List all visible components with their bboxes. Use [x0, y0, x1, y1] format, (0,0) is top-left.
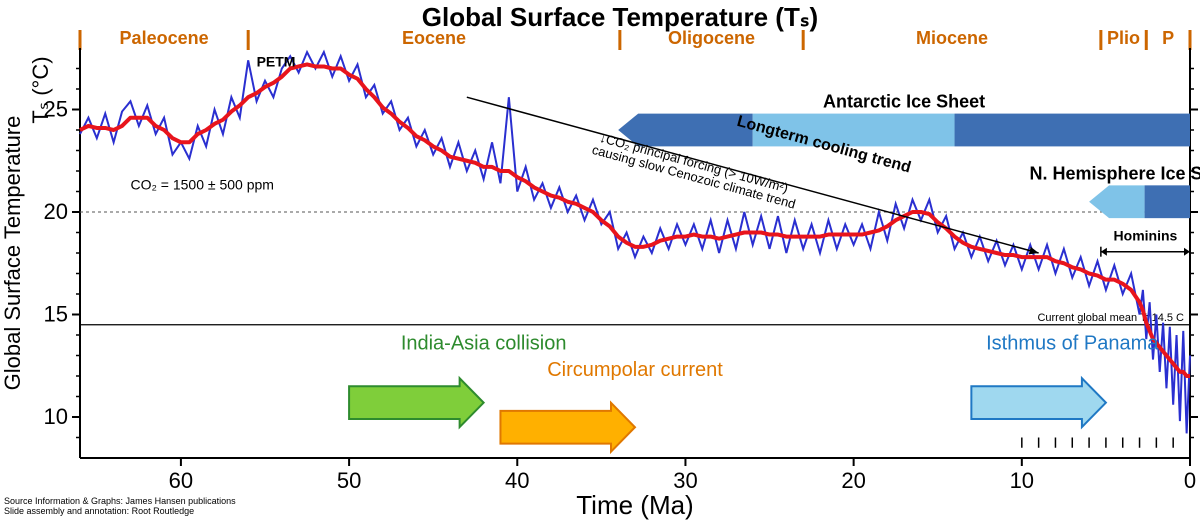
nhemi-ice-bar-label: N. Hemisphere Ice Sheets	[1029, 163, 1200, 183]
svg-text:0: 0	[1184, 468, 1196, 493]
svg-text:60: 60	[169, 468, 193, 493]
credit-line: Source Information & Graphs: James Hanse…	[4, 496, 236, 506]
event-arrow	[971, 378, 1106, 427]
credit-line: Slide assembly and annotation: Root Rout…	[4, 506, 194, 516]
temperature-chart: Global Surface Temperature (Tₛ) Paleocene…	[0, 0, 1200, 522]
era-label: Plio	[1107, 28, 1140, 48]
event-arrow	[500, 403, 635, 452]
y-axis-label: Global Surface Temperature	[0, 116, 25, 391]
event-label: Circumpolar current	[547, 359, 723, 381]
era-label: P	[1162, 28, 1174, 48]
svg-text:15: 15	[44, 302, 68, 327]
antarctic-ice-bar-segment	[955, 114, 1190, 147]
petm-label: PETM	[257, 53, 296, 69]
x-axis-label: Time (Ma)	[576, 490, 693, 520]
co2-label: CO₂ = 1500 ± 500 ppm	[130, 176, 273, 192]
svg-text:20: 20	[841, 468, 865, 493]
event-arrow	[349, 378, 484, 427]
hominins-label: Hominins	[1114, 228, 1178, 244]
era-label: Eocene	[402, 28, 466, 48]
y-axis-unit: Tₛ (°C)	[28, 56, 53, 123]
event-label: India-Asia collision	[401, 332, 567, 354]
svg-text:10: 10	[44, 404, 68, 429]
svg-text:50: 50	[337, 468, 361, 493]
era-label: Paleocene	[120, 28, 209, 48]
chart-title: Global Surface Temperature (Tₛ)	[422, 2, 818, 32]
svg-text:10: 10	[1010, 468, 1034, 493]
antarctic-ice-bar-label: Antarctic Ice Sheet	[823, 92, 985, 112]
event-label: Isthmus of Panama	[986, 332, 1159, 354]
era-label: Oligocene	[668, 28, 755, 48]
svg-text:40: 40	[505, 468, 529, 493]
nhemi-ice-bar-segment	[1145, 185, 1190, 218]
current-temp-label: Current global mean T: 14.5 C	[1037, 312, 1184, 324]
era-label: Miocene	[916, 28, 988, 48]
svg-text:20: 20	[44, 199, 68, 224]
